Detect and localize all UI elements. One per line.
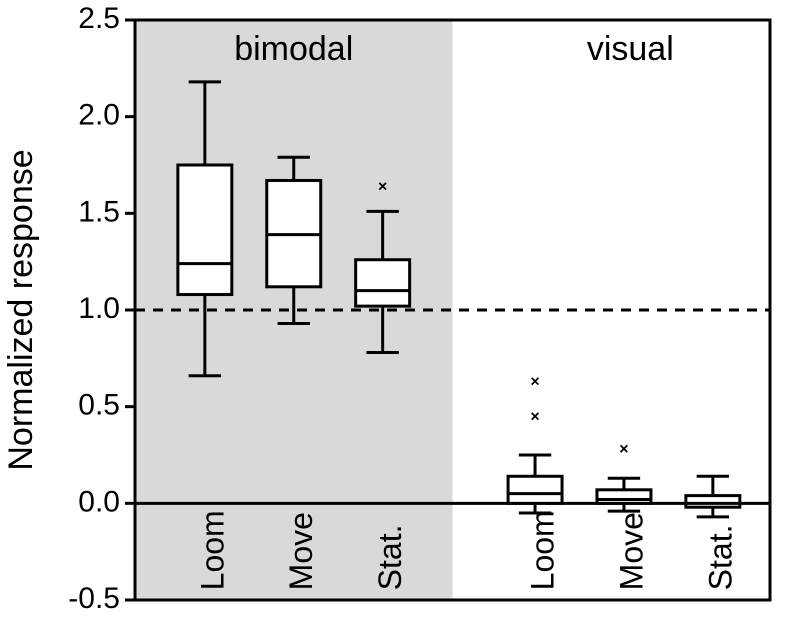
ytick-label: 0.5 bbox=[78, 389, 120, 422]
boxplot-chart: -0.5 0.0 0.5 1.0 1.5 2.0 2.5 Normalized respons… bbox=[0, 0, 798, 641]
box bbox=[178, 165, 232, 295]
outlier-marker: × bbox=[378, 178, 387, 195]
outlier-marker: × bbox=[530, 374, 539, 391]
ytick-label: 2.0 bbox=[78, 99, 120, 132]
box bbox=[597, 490, 651, 504]
box bbox=[686, 496, 740, 508]
ytick-label: 1.0 bbox=[78, 292, 120, 325]
box bbox=[508, 476, 562, 503]
category-label: Loom bbox=[525, 510, 561, 590]
chart-svg: -0.5 0.0 0.5 1.0 1.5 2.0 2.5 Normalized respons… bbox=[0, 0, 798, 641]
outlier-marker: × bbox=[530, 408, 539, 425]
category-label: Stat. bbox=[372, 525, 408, 591]
ytick-label: 1.5 bbox=[78, 195, 120, 228]
ytick-label: -0.5 bbox=[68, 582, 120, 615]
group-label: visual bbox=[587, 30, 674, 68]
ytick-label: 2.5 bbox=[78, 2, 120, 35]
ytick-label: 0.0 bbox=[78, 485, 120, 518]
category-label: Loom bbox=[194, 510, 230, 590]
box bbox=[356, 260, 410, 306]
category-label: Stat. bbox=[702, 525, 738, 591]
group-label: bimodal bbox=[234, 30, 353, 68]
category-label: Move bbox=[613, 512, 649, 590]
outlier-marker: × bbox=[619, 441, 628, 458]
y-axis-label: Normalized response bbox=[2, 149, 40, 470]
category-label: Move bbox=[283, 512, 319, 590]
